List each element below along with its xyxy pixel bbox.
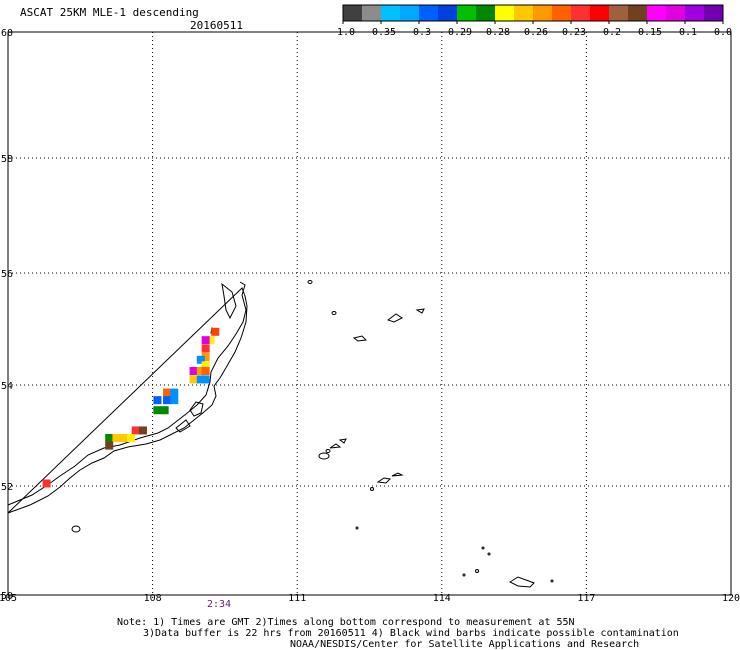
lat-label: 60	[1, 28, 13, 39]
colorbar-swatch	[552, 5, 572, 21]
colorbar-swatch	[571, 5, 591, 21]
small-lakes	[71, 280, 554, 588]
wind-cell	[196, 367, 205, 375]
colorbar-swatch	[514, 5, 534, 21]
lon-label: 108	[144, 593, 162, 604]
lake-baikal-outline	[7, 281, 248, 514]
wind-cell	[189, 367, 198, 375]
colorbar-swatch	[685, 5, 705, 21]
map-plot: 105 108 111 114 117 120 60 58 56 54 52 50	[0, 28, 740, 604]
colorbar-swatch	[362, 5, 382, 21]
wind-cell	[138, 426, 147, 435]
wind-cell	[201, 353, 210, 361]
colorbar-swatch	[419, 5, 439, 21]
axis-labels: 105 108 111 114 117 120 60 58 56 54 52 50	[0, 28, 740, 604]
colorbar-swatch	[628, 5, 648, 21]
lon-label: 111	[288, 593, 306, 604]
wind-cell	[163, 388, 172, 397]
wind-cell	[206, 336, 215, 345]
wind-cell	[112, 434, 121, 443]
colorbar-swatch	[647, 5, 667, 21]
map-title: ASCAT 25KM MLE-1 descending	[20, 6, 199, 19]
colorbar-swatch	[400, 5, 420, 21]
wind-cell	[196, 355, 205, 364]
inlet-outline	[189, 401, 204, 417]
colorbar-swatch	[476, 5, 496, 21]
wind-cell	[170, 388, 179, 397]
graticule	[8, 32, 731, 595]
colorbar-swatch	[495, 5, 515, 21]
wind-cell	[201, 336, 210, 345]
note-line-2: 3)Data buffer is 22 hrs from 20160511 4)…	[143, 628, 679, 639]
wind-cell	[153, 406, 162, 415]
wind-cell	[119, 434, 128, 443]
wind-cell	[105, 441, 114, 450]
note-line-1: Note: 1) Times are GMT 2)Times along bot…	[117, 617, 575, 628]
wind-cell	[42, 479, 51, 488]
colorbar-swatch	[438, 5, 458, 21]
lon-label: 120	[722, 593, 740, 604]
lat-label: 56	[1, 269, 13, 280]
colorbar-swatch	[381, 5, 401, 21]
colorbar-swatch	[457, 5, 477, 21]
lat-label: 58	[1, 154, 13, 165]
lat-label: 52	[1, 482, 13, 493]
wind-cell	[160, 406, 169, 415]
north-bay-outline	[221, 282, 237, 320]
colorbar-swatch	[590, 5, 610, 21]
wind-cell	[211, 327, 220, 336]
colorbar-swatch	[609, 5, 629, 21]
wind-cell	[201, 375, 210, 384]
map-frame	[7, 31, 732, 596]
wind-cell	[170, 396, 179, 405]
wind-cell	[105, 434, 114, 443]
data-cells	[42, 327, 220, 488]
map-date: 20160511	[190, 19, 243, 32]
lat-label: 50	[1, 591, 13, 602]
lon-label: 117	[577, 593, 595, 604]
wind-cell	[196, 375, 205, 384]
wind-cell	[153, 396, 162, 405]
colorbar-swatch	[666, 5, 686, 21]
lat-label: 54	[1, 381, 13, 392]
colorbar-swatch	[704, 5, 724, 21]
time-label: 2:34	[207, 599, 232, 610]
wind-cell	[189, 375, 198, 384]
lon-label: 105	[0, 593, 17, 604]
wind-cell	[201, 367, 210, 375]
colorbar-swatch	[533, 5, 553, 21]
wind-cell	[201, 344, 210, 353]
note-line-3: NOAA/NESDIS/Center for Satellite Applica…	[290, 639, 640, 650]
bay-outline	[175, 419, 191, 433]
wind-cell	[201, 361, 210, 370]
lon-label: 114	[433, 593, 451, 604]
wind-cell	[131, 426, 140, 435]
wind-cell	[163, 396, 172, 405]
colorbar-swatch	[343, 5, 363, 21]
wind-cell	[126, 434, 135, 443]
